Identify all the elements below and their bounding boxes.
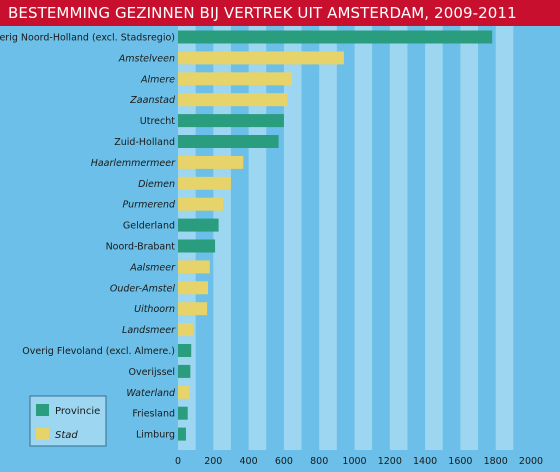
- x-tick-label: 200: [204, 456, 222, 467]
- bar-stad: [178, 155, 244, 169]
- bar-provincie: [178, 239, 216, 253]
- bar-stad: [178, 260, 210, 274]
- bars: [178, 30, 493, 441]
- category-label: Ouder-Amstel: [110, 283, 175, 294]
- grid-band: [425, 26, 443, 450]
- grid-band: [389, 26, 408, 450]
- category-label: Zaanstad: [129, 95, 176, 106]
- category-label: Noord-Brabant: [106, 242, 176, 253]
- category-label: overig Noord-Holland (excl. Stadsregio): [0, 33, 175, 44]
- x-tick-label: 1000: [342, 456, 366, 467]
- x-tick-label: 1800: [484, 456, 508, 467]
- bar-provincie: [178, 427, 186, 441]
- bar-stad: [178, 176, 231, 190]
- grid-band: [248, 26, 267, 450]
- x-tick-label: 2000: [519, 456, 543, 467]
- category-label: Utrecht: [140, 116, 175, 127]
- bar-stad: [178, 51, 344, 65]
- category-label: Gelderland: [123, 221, 175, 232]
- legend: Provincie Stad: [29, 395, 107, 447]
- grid-band: [283, 26, 302, 450]
- bar-stad: [178, 323, 194, 337]
- bar-stad: [178, 93, 288, 107]
- bar-stad: [178, 281, 209, 295]
- x-tick-label: 600: [275, 456, 293, 467]
- category-label: Uithoorn: [134, 304, 175, 315]
- category-label: Waterland: [126, 388, 176, 399]
- bar-provincie: [178, 114, 284, 128]
- category-label: Overig Flevoland (excl. Almere.): [22, 346, 175, 357]
- category-labels: overig Noord-Holland (excl. Stadsregio) A…: [0, 33, 176, 441]
- x-tick-label: 400: [240, 456, 258, 467]
- grid-band: [495, 26, 514, 450]
- grid-band: [319, 26, 337, 450]
- category-label: Landsmeer: [122, 325, 176, 336]
- category-label: Overijssel: [128, 367, 175, 378]
- legend-swatch-provincie: [36, 404, 49, 416]
- bar-provincie: [178, 406, 188, 420]
- legend-label-stad: Stad: [55, 430, 78, 441]
- x-tick-label: 800: [310, 456, 328, 467]
- x-tick-label: 0: [175, 456, 181, 467]
- bar-stad: [178, 385, 190, 399]
- legend-swatch-stad: [36, 428, 49, 440]
- bar-chart: overig Noord-Holland (excl. Stadsregio) A…: [0, 26, 543, 467]
- bar-stad: [178, 197, 224, 211]
- bar-provincie: [178, 30, 493, 44]
- category-label: Diemen: [138, 179, 175, 190]
- x-tick-label: 1600: [448, 456, 472, 467]
- category-label: Almere: [140, 74, 175, 85]
- category-label: Limburg: [136, 430, 175, 441]
- bar-provincie: [178, 344, 192, 357]
- chart-title: BESTEMMING GEZINNEN BIJ VERTREK UIT AMST…: [0, 0, 560, 26]
- category-label: Friesland: [132, 409, 175, 420]
- grid-band: [354, 26, 373, 450]
- bar-provincie: [178, 135, 279, 148]
- bar-provincie: [178, 218, 219, 232]
- category-label: Zuid-Holland: [114, 137, 175, 148]
- grid-band: [460, 26, 479, 450]
- bar-stad: [178, 72, 292, 86]
- grid-bands: [178, 26, 514, 450]
- bar-provincie: [178, 364, 191, 378]
- bar-stad: [178, 302, 208, 316]
- category-label: Amstelveen: [118, 53, 175, 64]
- category-label: Purmerend: [122, 200, 176, 211]
- x-axis-ticks: 0 200 400 600 800 1000 1200 1400 1600 1800 2000: [175, 456, 543, 467]
- x-tick-label: 1400: [413, 456, 437, 467]
- x-tick-label: 1200: [378, 456, 402, 467]
- category-label: Haarlemmermeer: [91, 158, 176, 169]
- grid-band: [213, 26, 231, 450]
- category-label: Aalsmeer: [129, 262, 176, 273]
- legend-label-provincie: Provincie: [55, 406, 100, 417]
